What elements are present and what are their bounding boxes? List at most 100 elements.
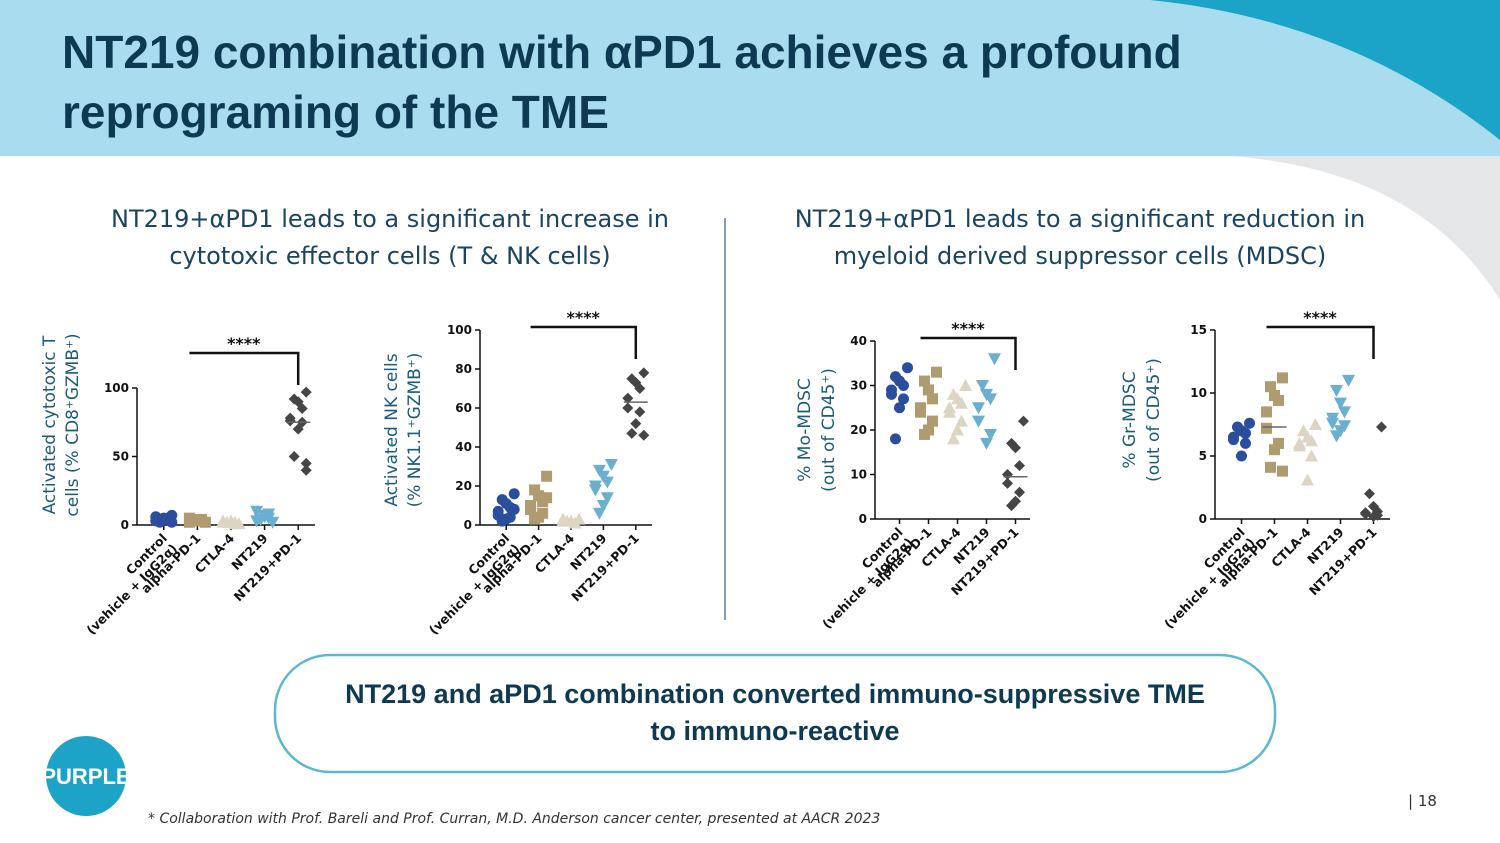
callout-box [273,653,1277,774]
y-tick-label: 0 [121,518,129,532]
left-heading: NT219+αPD1 leads to a significant increa… [111,205,669,233]
data-point [943,405,956,418]
significance-bracket [920,336,1017,370]
y-axis-label: Activated cytotoxic T [40,335,60,514]
data-point [1244,417,1255,429]
data-point [898,393,909,405]
y-tick-label: 0 [1199,512,1207,526]
data-point [1342,374,1355,387]
logo-circle [46,736,126,816]
y-axis-label: cells (% CD8⁺GZMB⁺) [63,333,83,516]
data-point [1265,381,1276,393]
data-point [947,432,960,445]
data-point [1301,473,1314,486]
y-tick-label: 10 [1190,386,1207,400]
data-point [296,403,308,415]
data-point [898,380,909,391]
data-point [541,492,553,504]
y-tick-label: 0 [464,518,472,532]
data-point [300,386,312,398]
y-tick-label: 50 [112,450,129,464]
data-point [508,503,520,515]
data-point [1376,421,1387,433]
y-axis-label: (% NK1.1⁺GZMB⁺) [405,353,425,508]
y-tick-label: 0 [859,512,867,526]
data-point [919,428,930,440]
data-point [955,414,968,427]
data-point [1368,510,1379,522]
data-point [1236,450,1247,462]
data-point [1018,415,1029,427]
title-line: NT219 combination with αPD1 achieves a p… [62,26,1182,78]
y-tick-label: 10 [850,468,867,482]
data-point [890,433,901,445]
data-point [923,384,934,396]
data-point [972,415,985,428]
callout-line: NT219 and aPD1 combination converted imm… [345,679,1205,709]
data-point [972,402,985,415]
footnote: * Collaboration with Prof. Bareli and Pr… [148,811,880,827]
data-point [1277,372,1288,384]
data-point [638,429,650,441]
data-point [604,459,618,472]
data-point [1305,449,1318,462]
x-tick-label: Control(vehicle + IgG2α) [416,531,523,638]
data-point [1261,406,1272,418]
x-tick-label: Control(vehicle + IgG2α) [73,531,180,638]
data-point [191,515,203,527]
y-tick-label: 40 [850,334,867,348]
y-tick-label: 40 [455,440,472,454]
y-axis-label: % Gr-MDSC [1120,371,1140,468]
data-point [1326,417,1339,430]
y-tick-label: 60 [455,401,472,415]
data-point [915,406,926,418]
data-point [541,470,553,482]
data-point [596,500,610,512]
data-point [588,484,602,497]
data-point [955,396,968,409]
data-point [976,380,989,392]
data-point [1338,406,1351,419]
data-point [1293,439,1306,452]
significance-label: **** [566,308,600,327]
data-point [300,457,312,469]
data-point [600,492,614,505]
y-tick-label: 15 [1190,323,1207,337]
data-point [224,515,238,528]
data-point [984,428,997,441]
title-line: reprograming of the TME [62,86,609,138]
data-point [300,464,312,476]
data-point [984,393,997,406]
data-point [622,402,634,414]
significance-bracket [189,351,300,385]
data-point [568,516,582,529]
data-point [1305,434,1318,447]
data-point [634,406,646,418]
data-point [894,402,905,414]
data-point [1273,395,1284,407]
data-point [1265,461,1276,473]
data-point [284,415,296,427]
significance-bracket [1266,325,1375,359]
header-band [0,0,1500,156]
logo: PURPLE [41,764,130,789]
y-tick-label: 80 [455,362,472,376]
y-axis-label: (out of CD45⁺) [1144,358,1164,482]
data-point [1334,397,1347,410]
data-point [250,505,264,518]
data-point [1269,444,1280,456]
callout-line: to immuno-reactive [650,716,899,746]
data-point [1330,430,1343,443]
data-point [622,392,634,404]
significance-label: **** [951,319,985,338]
data-point [634,383,646,394]
data-point [592,507,606,520]
x-tick-label: Control(vehicle + IgG2α) [809,525,916,632]
data-point [951,423,964,436]
significance-bracket [530,325,638,359]
side-curve [1230,156,1500,300]
data-point [959,379,972,391]
page-number: | 18 [1408,792,1437,810]
